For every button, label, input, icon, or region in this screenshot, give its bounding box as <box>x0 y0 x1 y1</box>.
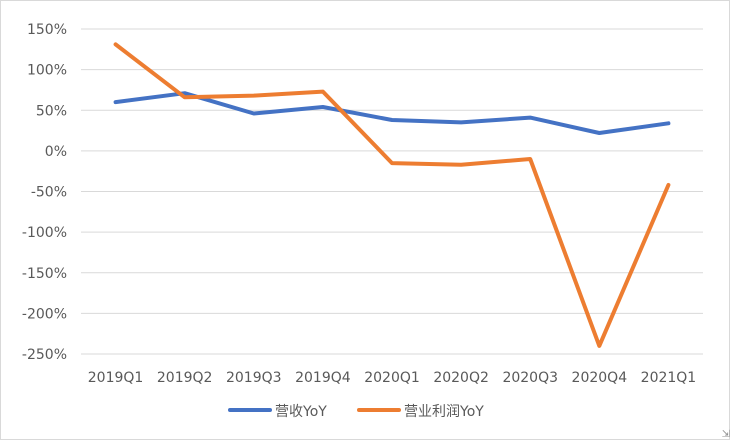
data-point <box>598 345 600 347</box>
x-tick-label: 2019Q3 <box>226 370 282 386</box>
y-tick-label: -250% <box>22 347 67 363</box>
y-tick-label: -200% <box>22 306 67 322</box>
y-tick-label: 50% <box>36 103 67 119</box>
y-tick-label: 100% <box>27 63 67 79</box>
data-point <box>460 121 462 123</box>
resize-corner-icon: ⇲ <box>721 429 730 440</box>
data-point <box>184 96 186 98</box>
legend-label: 营业利润YoY <box>404 404 484 420</box>
data-point <box>391 162 393 164</box>
data-point <box>115 101 117 103</box>
data-point <box>322 106 324 108</box>
data-point <box>529 117 531 119</box>
series-1 <box>113 91 671 135</box>
x-tick-label: 2021Q1 <box>641 370 697 386</box>
series-line <box>113 91 671 135</box>
y-tick-label: 150% <box>27 22 67 38</box>
data-point <box>391 119 393 121</box>
data-point <box>667 184 669 186</box>
x-tick-label: 2020Q1 <box>364 370 420 386</box>
y-tick-label: -50% <box>31 185 67 201</box>
legend: 营收YoY 营业利润YoY <box>228 404 484 420</box>
legend-label: 营收YoY <box>275 404 327 420</box>
x-tick-label: 2020Q2 <box>433 370 489 386</box>
data-point <box>322 91 324 93</box>
y-tick-label: -100% <box>22 225 67 241</box>
y-tick-label: 0% <box>45 144 67 160</box>
y-tick-label: -150% <box>22 266 67 282</box>
data-point <box>115 43 117 45</box>
series-2 <box>113 42 671 348</box>
data-point <box>253 113 255 114</box>
x-tick-label: 2020Q3 <box>502 370 558 386</box>
data-point <box>184 92 186 94</box>
legend-item: 营收YoY <box>228 404 327 420</box>
legend-item: 营业利润YoY <box>357 404 484 420</box>
x-axis-ticks: 2019Q1 2019Q2 2019Q3 2019Q4 2020Q1 2020Q2 2020… <box>88 370 696 386</box>
gridlines <box>81 28 703 355</box>
x-tick-label: 2019Q2 <box>157 370 213 386</box>
y-axis-ticks: 150% 100% 50% 0% -50% -100% -150% -200% -250% <box>22 22 67 363</box>
x-tick-label: 2019Q1 <box>88 370 144 386</box>
data-point <box>667 122 669 124</box>
data-point <box>460 164 462 166</box>
x-tick-label: 2019Q4 <box>295 370 351 386</box>
series-lines <box>113 42 671 348</box>
data-point <box>253 95 255 97</box>
x-tick-label: 2020Q4 <box>572 370 628 386</box>
series-line <box>113 42 671 348</box>
data-point <box>529 158 531 160</box>
data-point <box>598 132 600 134</box>
